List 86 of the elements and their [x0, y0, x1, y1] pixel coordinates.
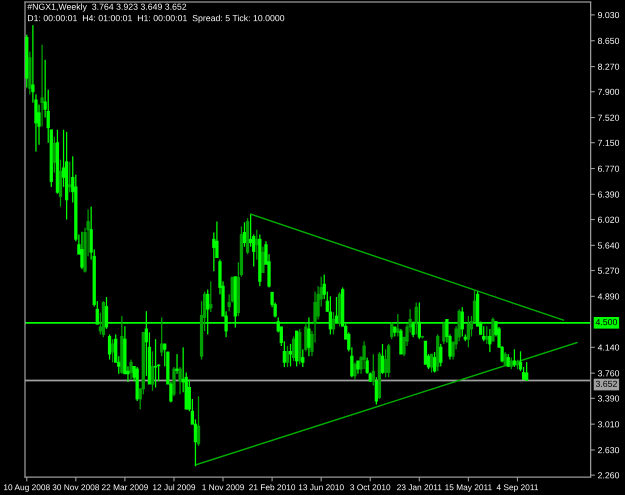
- y-tick-label: 3.390: [598, 395, 620, 402]
- y-tick-label: 8.650: [598, 38, 620, 44]
- x-tick-label: 21 Feb 2010: [249, 484, 296, 490]
- candlestick: [396, 313, 400, 338]
- candlestick: [108, 334, 112, 360]
- candlestick: [374, 376, 378, 406]
- y-tick-label: 7.520: [598, 114, 620, 121]
- x-tick-label: 30 Nov 2008: [52, 484, 100, 490]
- candlestick: [393, 326, 396, 338]
- y-tick-label: 5.640: [598, 242, 620, 249]
- candlestick: [362, 340, 366, 370]
- candlestick: [129, 358, 133, 380]
- x-tick-label: 3 Oct 2010: [350, 484, 390, 490]
- candlestick: [516, 358, 520, 370]
- x-tick-label: 23 Jan 2011: [397, 484, 442, 490]
- candlestick: [372, 354, 375, 386]
- candlestick: [304, 322, 308, 352]
- candlestick: [80, 231, 84, 270]
- x-tick-label: 1 Nov 2009: [202, 484, 244, 490]
- ref-line-label: 3.652: [596, 380, 617, 387]
- candlestick: [525, 361, 528, 382]
- candlestick: [175, 354, 179, 374]
- y-tick-label: 2.260: [598, 472, 620, 478]
- candlestick: [488, 328, 492, 353]
- candlestick: [430, 354, 434, 374]
- candlestick: [442, 320, 446, 345]
- text: D1: 00:00:01 H4: 01:00:01 H1: 00:00:01 Spread: 5 Tick: 10.0000: [28, 14, 284, 23]
- candlestick: [506, 354, 510, 368]
- y-tick-label: 7.900: [598, 88, 620, 95]
- candlestick: [209, 280, 212, 313]
- candlestick: [150, 350, 154, 392]
- candlestick: [384, 348, 388, 378]
- candlestick: [433, 351, 436, 374]
- candlestick: [255, 229, 258, 260]
- candlestick: [154, 338, 158, 388]
- candlestick: [466, 315, 470, 348]
- candlestick: [196, 396, 200, 447]
- y-tick-label: 6.390: [598, 191, 620, 198]
- y-tick-label: 6.770: [598, 166, 620, 172]
- candlestick: [439, 343, 442, 367]
- candlestick: [261, 246, 265, 274]
- y-tick-label: 4.890: [598, 293, 620, 300]
- candlestick: [292, 336, 296, 362]
- y-tick-label: 4.140: [598, 344, 620, 351]
- x-tick-label: 22 Mar 2009: [102, 484, 148, 490]
- candlestick: [424, 340, 428, 365]
- y-tick-label: 6.020: [598, 216, 620, 223]
- candlestick: [482, 326, 486, 342]
- x-tick-label: 4 Sep 2011: [496, 484, 538, 492]
- candlestick: [356, 360, 360, 374]
- candlestick: [332, 311, 336, 336]
- candlestick: [491, 316, 495, 342]
- candlestick: [522, 366, 526, 380]
- chart-title: #NGX1,Weekly 3.764 3.923 3.649 3.652: [27, 3, 186, 12]
- x-tick-label: 15 May 2011: [445, 484, 492, 492]
- candlestick: [110, 338, 114, 363]
- candlestick: [510, 356, 513, 370]
- y-tick-label: 8.270: [598, 64, 620, 70]
- candlestick: [380, 343, 384, 374]
- candlestick: [178, 366, 182, 395]
- x-tick-label: 13 Jun 2010: [298, 484, 344, 490]
- candlestick: [512, 348, 516, 368]
- candlestick: [485, 326, 488, 345]
- candlestick: [40, 44, 44, 128]
- candlestick: [68, 161, 72, 193]
- y-tick-label: 3.010: [598, 421, 620, 428]
- candlestick: [288, 343, 292, 367]
- x-tick-label: 12 Jul 2009: [153, 484, 196, 490]
- candlestick: [390, 322, 394, 340]
- candlestick: [160, 316, 164, 357]
- y-tick-label: 9.030: [598, 12, 620, 18]
- candlestick: [301, 348, 304, 368]
- y-tick-label: 5.270: [598, 268, 620, 274]
- y-tick-label: 7.150: [598, 140, 620, 146]
- x-tick-label: 10 Aug 2008: [4, 484, 50, 492]
- y-tick-label: 3.760: [598, 370, 620, 376]
- candlestick: [399, 328, 403, 355]
- candlestick: [286, 345, 290, 368]
- candlestick: [242, 222, 246, 248]
- y-tick-label: 2.630: [598, 447, 620, 454]
- ref-line-label: 4.500: [596, 319, 618, 326]
- candlestick: [353, 362, 357, 380]
- candlestick: [504, 351, 507, 367]
- candlestick: [52, 136, 56, 174]
- candlestick: [518, 350, 522, 372]
- candlestick: [414, 302, 418, 336]
